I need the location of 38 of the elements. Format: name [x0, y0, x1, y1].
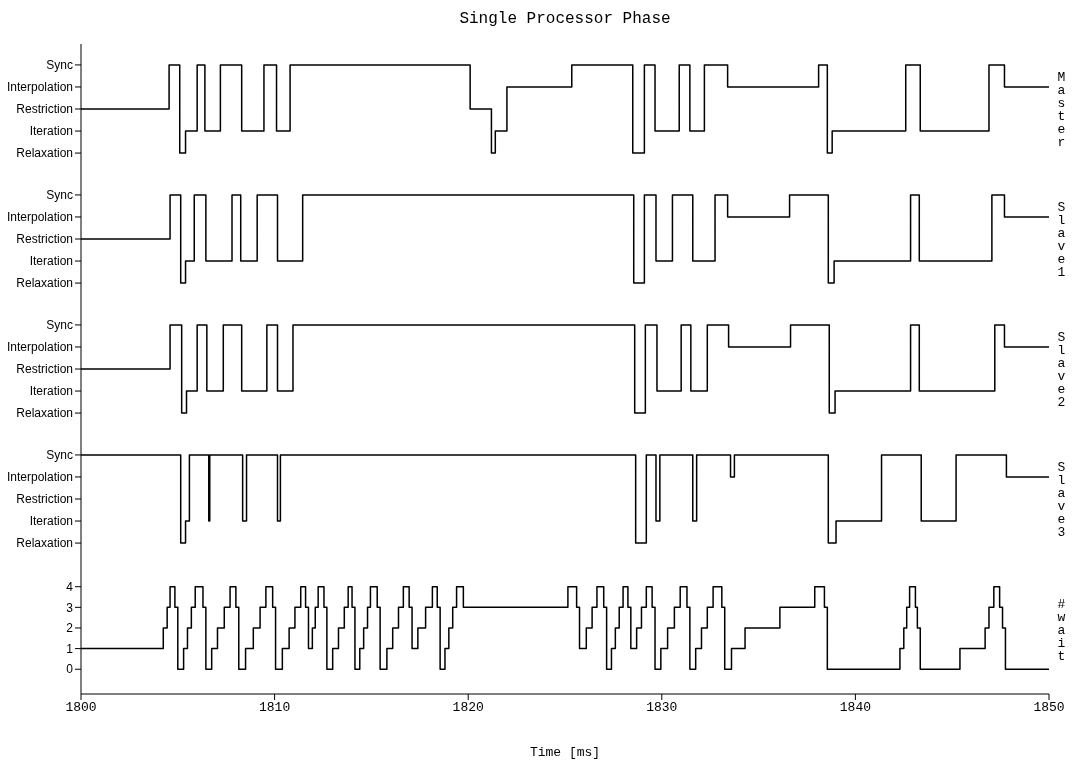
category-label: Iteration — [29, 254, 73, 269]
x-tick-label: 1820 — [452, 700, 484, 716]
y-tick-label: 4 — [66, 579, 74, 594]
category-label: Restriction — [16, 492, 73, 507]
category-label: Sync — [46, 58, 73, 73]
category-label: Relaxation — [16, 276, 73, 291]
category-label: Iteration — [29, 514, 73, 529]
category-label: Interpolation — [6, 340, 73, 355]
y-axis-title: Slave1 — [1054, 200, 1069, 278]
category-label: Restriction — [16, 362, 73, 377]
category-label: Sync — [46, 318, 73, 333]
y-tick-label: 0 — [66, 662, 74, 677]
category-label: Iteration — [29, 384, 73, 399]
x-tick-label: 1850 — [1033, 700, 1065, 716]
chart-title: Single Processor Phase — [458, 10, 672, 28]
category-label: Relaxation — [16, 406, 73, 421]
x-tick-label: 1810 — [258, 700, 291, 716]
category-label: Interpolation — [6, 80, 73, 95]
x-tick-label: 1800 — [65, 700, 97, 716]
y-tick-label: 2 — [66, 621, 74, 636]
y-axis-title: Master — [1054, 70, 1069, 148]
y-axis-title: Slave3 — [1054, 460, 1069, 538]
category-label: Interpolation — [6, 210, 73, 225]
category-label: Sync — [46, 448, 73, 463]
category-label: Relaxation — [16, 536, 73, 551]
x-tick-label: 1840 — [839, 700, 872, 716]
y-tick-label: 3 — [66, 600, 74, 615]
category-label: Interpolation — [6, 470, 73, 485]
category-label: Restriction — [16, 232, 73, 247]
category-label: Relaxation — [16, 146, 73, 161]
y-tick-label: 1 — [66, 641, 74, 656]
y-axis-title: #wait — [1054, 596, 1069, 662]
x-axis-title: Time [ms] — [529, 745, 601, 760]
category-label: Restriction — [16, 102, 73, 117]
y-axis-title: Slave2 — [1054, 330, 1069, 408]
x-tick-label: 1830 — [646, 700, 678, 716]
category-label: Sync — [46, 188, 73, 203]
category-label: Iteration — [29, 124, 73, 139]
